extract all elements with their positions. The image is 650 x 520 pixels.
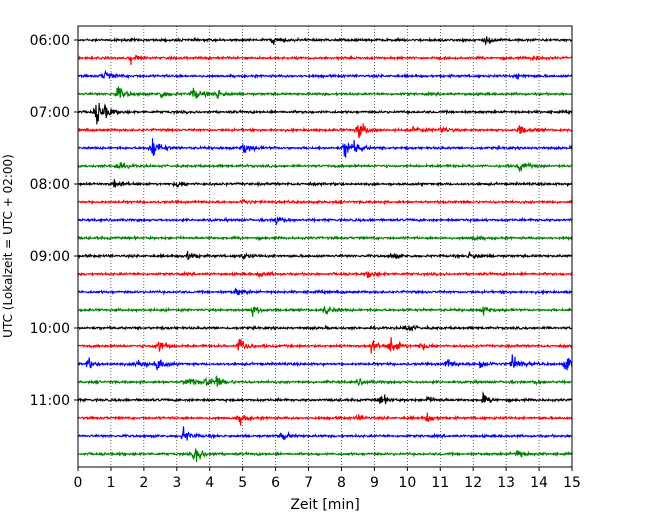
x-tick-label-0: 0 [74, 475, 83, 491]
trace-0615 [77, 54, 573, 66]
x-tick-label-12: 12 [464, 475, 482, 491]
x-tick-label-15: 15 [563, 475, 581, 491]
trace-1000 [77, 324, 573, 332]
y-tick-label-0900: 09:00 [30, 249, 70, 265]
trace-1015 [77, 337, 573, 354]
x-tick-label-6: 6 [271, 475, 280, 491]
y-tick-label-1000: 10:00 [30, 321, 70, 337]
trace-0915 [77, 270, 573, 279]
x-tick-label-14: 14 [530, 475, 548, 491]
x-tick-label-9: 9 [370, 475, 379, 491]
x-tick-label-11: 11 [431, 475, 449, 491]
y-tick-label-0700: 07:00 [30, 105, 70, 121]
plot-frame [77, 25, 573, 468]
x-tick-label-5: 5 [238, 475, 247, 491]
trace-1145 [77, 448, 573, 462]
trace-0645 [77, 86, 573, 100]
trace-1115 [77, 412, 573, 426]
trace-1045 [77, 375, 573, 387]
x-tick-label-10: 10 [398, 475, 416, 491]
x-axis-label: Zeit [min] [290, 497, 359, 513]
trace-0600 [77, 36, 573, 46]
trace-0845 [77, 234, 573, 242]
x-tick-label-8: 8 [337, 475, 346, 491]
trace-1100 [77, 391, 573, 405]
trace-0815 [77, 198, 573, 206]
trace-0900 [77, 250, 573, 261]
trace-1030 [77, 354, 573, 371]
trace-0745 [77, 161, 573, 173]
trace-0800 [77, 179, 573, 188]
trace-0715 [77, 123, 573, 139]
x-tick-label-7: 7 [304, 475, 313, 491]
x-tick-label-4: 4 [205, 475, 214, 491]
trace-1130 [77, 426, 573, 441]
x-tick-label-2: 2 [139, 475, 148, 491]
trace-0930 [77, 287, 573, 296]
traces [77, 36, 573, 462]
x-tick-label-3: 3 [172, 475, 181, 491]
trace-0700 [77, 102, 573, 125]
y-tick-label-0600: 06:00 [30, 33, 70, 49]
trace-0730 [77, 138, 573, 158]
x-axis: 0 1 2 3 4 5 6 7 8 9 10 11 12 13 14 15 [74, 467, 581, 491]
y-tick-label-1100: 11:00 [30, 393, 70, 409]
x-tick-label-13: 13 [497, 475, 515, 491]
y-axis: 06:00 07:00 08:00 09:00 10:00 11:00 [30, 33, 78, 409]
trace-0945 [77, 305, 573, 317]
y-tick-label-0800: 08:00 [30, 177, 70, 193]
x-tick-label-1: 1 [106, 475, 115, 491]
y-axis-label: UTC (Lokalzeit = UTC + 02:00) [1, 154, 15, 338]
trace-0630 [77, 69, 573, 80]
trace-0830 [77, 216, 573, 226]
